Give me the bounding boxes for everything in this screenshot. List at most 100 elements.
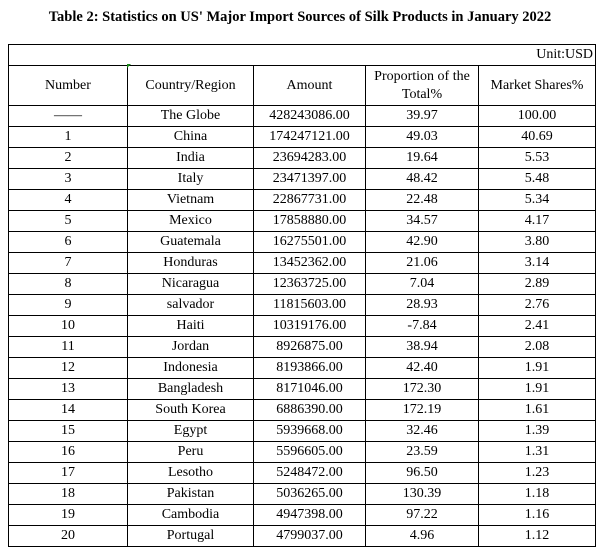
cell-proportion: 48.42 <box>365 168 479 190</box>
cell-country: China <box>127 126 254 148</box>
cell-proportion: 22.48 <box>365 189 479 211</box>
table-row: 13 Bangladesh 8171046.00 172.30 1.91 <box>8 378 597 400</box>
header-number: Number <box>8 65 128 106</box>
cell-number: 19 <box>8 504 128 526</box>
cell-amount: 17858880.00 <box>253 210 366 232</box>
cell-proportion: 32.46 <box>365 420 479 442</box>
cell-proportion: -7.84 <box>365 315 479 337</box>
cell-amount: 4947398.00 <box>253 504 366 526</box>
cell-market-share: 40.69 <box>477 126 597 148</box>
cell-proportion: 172.30 <box>365 378 479 400</box>
table-row: 19 Cambodia 4947398.00 97.22 1.16 <box>8 504 597 526</box>
cell-proportion: 97.22 <box>365 504 479 526</box>
cell-country: Peru <box>127 441 254 463</box>
table-row: 4 Vietnam 22867731.00 22.48 5.34 <box>8 189 597 211</box>
header-country: Country/Region <box>127 65 254 106</box>
header-market-shares: Market Shares% <box>477 65 597 106</box>
table-row: 20 Portugal 4799037.00 4.96 1.12 <box>8 525 597 547</box>
cell-country: salvador <box>127 294 254 316</box>
cell-proportion: 4.96 <box>365 525 479 547</box>
cell-country: South Korea <box>127 399 254 421</box>
cell-proportion: 19.64 <box>365 147 479 169</box>
cell-amount: 174247121.00 <box>253 126 366 148</box>
cell-country: Indonesia <box>127 357 254 379</box>
cell-country: Nicaragua <box>127 273 254 295</box>
cell-amount: 8171046.00 <box>253 378 366 400</box>
header-row: Number Country/Region Amount Proportion … <box>8 65 597 106</box>
table-row: 15 Egypt 5939668.00 32.46 1.39 <box>8 420 597 442</box>
header-amount: Amount <box>253 65 366 106</box>
cell-number: 10 <box>8 315 128 337</box>
table-row: —— The Globe 428243086.00 39.97 100.00 <box>8 105 597 127</box>
cell-amount: 11815603.00 <box>253 294 366 316</box>
cell-amount: 6886390.00 <box>253 399 366 421</box>
cell-market-share: 1.31 <box>477 441 597 463</box>
cell-number: 17 <box>8 462 128 484</box>
cell-proportion: 42.40 <box>365 357 479 379</box>
cell-country: Lesotho <box>127 462 254 484</box>
cell-proportion: 28.93 <box>365 294 479 316</box>
cell-number: 20 <box>8 525 128 547</box>
cell-proportion: 42.90 <box>365 231 479 253</box>
cell-amount: 8193866.00 <box>253 357 366 379</box>
cell-market-share: 1.18 <box>477 483 597 505</box>
cell-amount: 23694283.00 <box>253 147 366 169</box>
table-row: 7 Honduras 13452362.00 21.06 3.14 <box>8 252 597 274</box>
cell-number: —— <box>8 105 128 127</box>
cell-number: 5 <box>8 210 128 232</box>
table-row: 5 Mexico 17858880.00 34.57 4.17 <box>8 210 597 232</box>
cell-proportion: 39.97 <box>365 105 479 127</box>
cell-amount: 5939668.00 <box>253 420 366 442</box>
cell-number: 9 <box>8 294 128 316</box>
unit-label: Unit:USD <box>7 44 597 66</box>
cell-market-share: 4.17 <box>477 210 597 232</box>
cell-market-share: 1.61 <box>477 399 597 421</box>
cell-market-share: 1.12 <box>477 525 597 547</box>
cell-market-share: 5.53 <box>477 147 597 169</box>
table-row: 12 Indonesia 8193866.00 42.40 1.91 <box>8 357 597 379</box>
cell-amount: 13452362.00 <box>253 252 366 274</box>
cell-number: 16 <box>8 441 128 463</box>
cell-number: 12 <box>8 357 128 379</box>
cell-proportion: 7.04 <box>365 273 479 295</box>
cell-market-share: 1.16 <box>477 504 597 526</box>
cell-comment-marker-icon <box>127 64 131 68</box>
cell-country: Cambodia <box>127 504 254 526</box>
cell-market-share: 100.00 <box>477 105 597 127</box>
cell-market-share: 2.08 <box>477 336 597 358</box>
cell-country: Pakistan <box>127 483 254 505</box>
cell-amount: 8926875.00 <box>253 336 366 358</box>
table-row: 8 Nicaragua 12363725.00 7.04 2.89 <box>8 273 597 295</box>
cell-country: Italy <box>127 168 254 190</box>
cell-number: 3 <box>8 168 128 190</box>
cell-proportion: 34.57 <box>365 210 479 232</box>
cell-market-share: 2.41 <box>477 315 597 337</box>
table-row: 17 Lesotho 5248472.00 96.50 1.23 <box>8 462 597 484</box>
cell-country: India <box>127 147 254 169</box>
cell-country: Bangladesh <box>127 378 254 400</box>
cell-proportion: 38.94 <box>365 336 479 358</box>
cell-number: 2 <box>8 147 128 169</box>
cell-country: Mexico <box>127 210 254 232</box>
cell-proportion: 23.59 <box>365 441 479 463</box>
table-row: 3 Italy 23471397.00 48.42 5.48 <box>8 168 597 190</box>
table-row: 16 Peru 5596605.00 23.59 1.31 <box>8 441 597 463</box>
table-row: 9 salvador 11815603.00 28.93 2.76 <box>8 294 597 316</box>
cell-market-share: 2.76 <box>477 294 597 316</box>
cell-country: Vietnam <box>127 189 254 211</box>
cell-amount: 23471397.00 <box>253 168 366 190</box>
cell-number: 1 <box>8 126 128 148</box>
cell-market-share: 3.80 <box>477 231 597 253</box>
cell-number: 14 <box>8 399 128 421</box>
cell-number: 4 <box>8 189 128 211</box>
cell-market-share: 1.91 <box>477 357 597 379</box>
table-row: 1 China 174247121.00 49.03 40.69 <box>8 126 597 148</box>
cell-number: 18 <box>8 483 128 505</box>
cell-market-share: 1.39 <box>477 420 597 442</box>
cell-number: 6 <box>8 231 128 253</box>
cell-amount: 5248472.00 <box>253 462 366 484</box>
cell-market-share: 1.23 <box>477 462 597 484</box>
cell-proportion: 96.50 <box>365 462 479 484</box>
cell-proportion: 49.03 <box>365 126 479 148</box>
cell-market-share: 5.48 <box>477 168 597 190</box>
